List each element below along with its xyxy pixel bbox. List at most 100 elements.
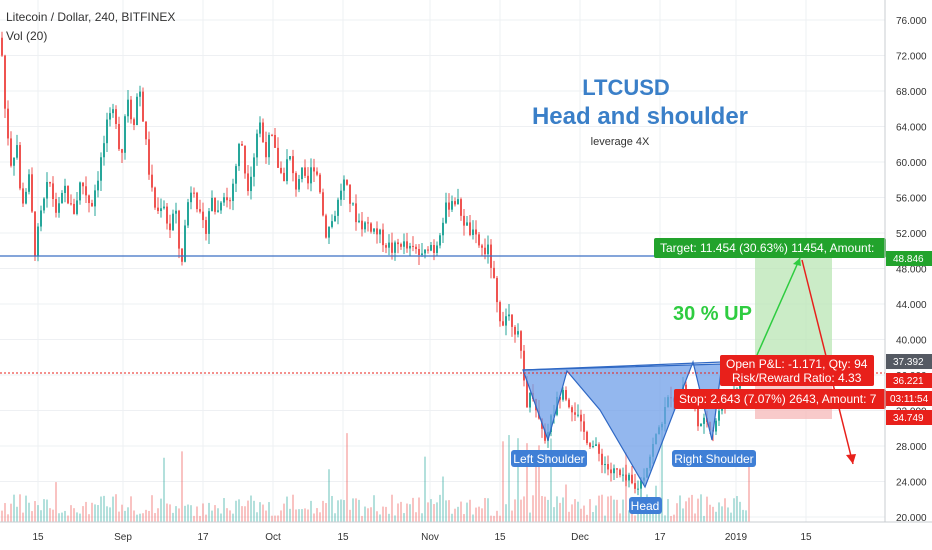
volume-bar bbox=[670, 515, 672, 522]
x-tick-label: 15 bbox=[800, 532, 812, 543]
candle-body bbox=[526, 380, 528, 408]
candle-body bbox=[256, 133, 258, 158]
volume-bar bbox=[286, 496, 288, 522]
volume-bar bbox=[76, 512, 78, 522]
volume-bar bbox=[415, 512, 417, 522]
volume-bar bbox=[577, 501, 579, 522]
x-tick-label: 17 bbox=[654, 532, 666, 543]
volume-bar bbox=[271, 515, 273, 522]
y-tick-label: 52.000 bbox=[896, 229, 927, 240]
volume-bar bbox=[742, 509, 744, 522]
candle-body bbox=[118, 123, 120, 150]
volume-bar bbox=[151, 495, 153, 522]
volume-bar bbox=[121, 504, 123, 522]
candle-body bbox=[220, 202, 222, 211]
volume-bar bbox=[220, 513, 222, 522]
volume-bar bbox=[460, 501, 462, 522]
volume-bar bbox=[679, 495, 681, 522]
volume-bar bbox=[592, 512, 594, 522]
badge-entry bbox=[886, 373, 932, 388]
candle-body bbox=[94, 190, 96, 207]
candle-body bbox=[208, 211, 210, 234]
volume-bar bbox=[295, 509, 297, 522]
candle-body bbox=[160, 208, 162, 212]
stop-box[interactable] bbox=[674, 389, 886, 409]
open-pl-line1: Open P&L: -1.171, Qty: 94 bbox=[726, 357, 868, 371]
time-axis[interactable]: 15 Sep 17 Oct 15 Nov 15 Dec 17 2019 15 bbox=[32, 532, 812, 543]
volume-bar bbox=[700, 494, 702, 522]
volume-bar bbox=[226, 508, 228, 522]
volume-bar bbox=[502, 441, 504, 522]
candle-body bbox=[139, 91, 141, 97]
candle-body bbox=[511, 314, 513, 327]
volume-bar bbox=[370, 507, 372, 522]
candle-body bbox=[607, 464, 609, 470]
volume-bar bbox=[472, 514, 474, 522]
volume-bar bbox=[691, 494, 693, 522]
candle-body bbox=[151, 174, 153, 188]
candle-body bbox=[253, 157, 255, 177]
candle-body bbox=[304, 167, 306, 176]
candle-body bbox=[52, 183, 54, 200]
volume-bar bbox=[292, 494, 294, 522]
volume-bar bbox=[112, 496, 114, 522]
volume-bar bbox=[619, 513, 621, 522]
candle-body bbox=[376, 228, 378, 235]
candle-body bbox=[124, 116, 126, 153]
candle-body bbox=[79, 182, 81, 201]
candle-body bbox=[622, 474, 624, 476]
volume-bar bbox=[328, 469, 330, 522]
target-box[interactable] bbox=[654, 238, 886, 258]
candles bbox=[1, 31, 750, 499]
volume-bar bbox=[169, 504, 171, 522]
volume-bar bbox=[571, 504, 573, 522]
y-tick-label: 24.000 bbox=[896, 478, 927, 489]
volume-bar bbox=[616, 499, 618, 522]
volume-bar bbox=[199, 515, 201, 522]
candle-body bbox=[133, 119, 135, 125]
volume-bar bbox=[274, 515, 276, 522]
candle-body bbox=[439, 235, 441, 246]
candle-body bbox=[487, 244, 489, 255]
y-tick-label: 48.000 bbox=[896, 265, 927, 276]
volume-bar bbox=[688, 497, 690, 522]
volume-legend: Vol (20) bbox=[6, 29, 47, 43]
volume-bar bbox=[625, 452, 627, 522]
y-tick-label: 28.000 bbox=[896, 442, 927, 453]
volume-bar bbox=[436, 502, 438, 522]
candle-body bbox=[625, 474, 627, 481]
volume-bar bbox=[388, 513, 390, 522]
y-tick-label: 56.000 bbox=[896, 194, 927, 205]
y-tick-label: 60.000 bbox=[896, 158, 927, 169]
candle-body bbox=[568, 399, 570, 408]
subtitle-leverage: leverage 4X bbox=[591, 136, 650, 148]
candle-body bbox=[244, 145, 246, 174]
right-shoulder-tag bbox=[672, 450, 756, 467]
volume-bar bbox=[253, 500, 255, 522]
volume-bar bbox=[244, 506, 246, 522]
price-axis[interactable]: 76.000 72.000 68.000 64.000 60.000 56.000 52.0… bbox=[896, 16, 927, 524]
volume-bar bbox=[178, 508, 180, 522]
candle-body bbox=[214, 197, 216, 212]
candle-body bbox=[592, 446, 594, 448]
candle-body bbox=[430, 245, 432, 251]
candle-body bbox=[403, 241, 405, 247]
volume-bar bbox=[634, 515, 636, 522]
volume-bar bbox=[277, 515, 279, 522]
candle-body bbox=[13, 157, 15, 166]
volume-bar bbox=[184, 505, 186, 522]
volume-bars bbox=[1, 426, 750, 522]
up-arrowhead bbox=[793, 258, 801, 266]
volume-bar bbox=[214, 505, 216, 522]
volume-bar bbox=[139, 513, 141, 522]
open-pl-box[interactable] bbox=[720, 355, 874, 386]
volume-bar bbox=[70, 505, 72, 522]
volume-bar bbox=[673, 514, 675, 522]
volume-bar bbox=[709, 504, 711, 522]
candle-body bbox=[619, 469, 621, 476]
volume-bar bbox=[31, 511, 33, 522]
candle-body bbox=[613, 468, 615, 474]
badge-current bbox=[886, 354, 932, 369]
candle-body bbox=[373, 228, 375, 232]
